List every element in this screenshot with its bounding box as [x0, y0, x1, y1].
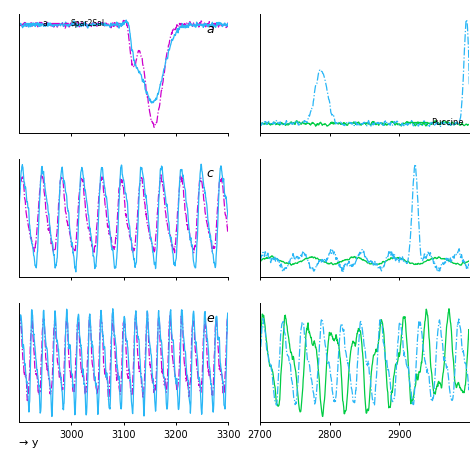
- Legend: Puccine: Puccine: [403, 115, 467, 130]
- Text: a: a: [206, 23, 214, 36]
- Text: → y: → y: [19, 438, 38, 448]
- Text: c: c: [207, 167, 214, 180]
- Text: e: e: [206, 312, 214, 325]
- Legend: a, Spar2Sal: a, Spar2Sal: [20, 16, 108, 31]
